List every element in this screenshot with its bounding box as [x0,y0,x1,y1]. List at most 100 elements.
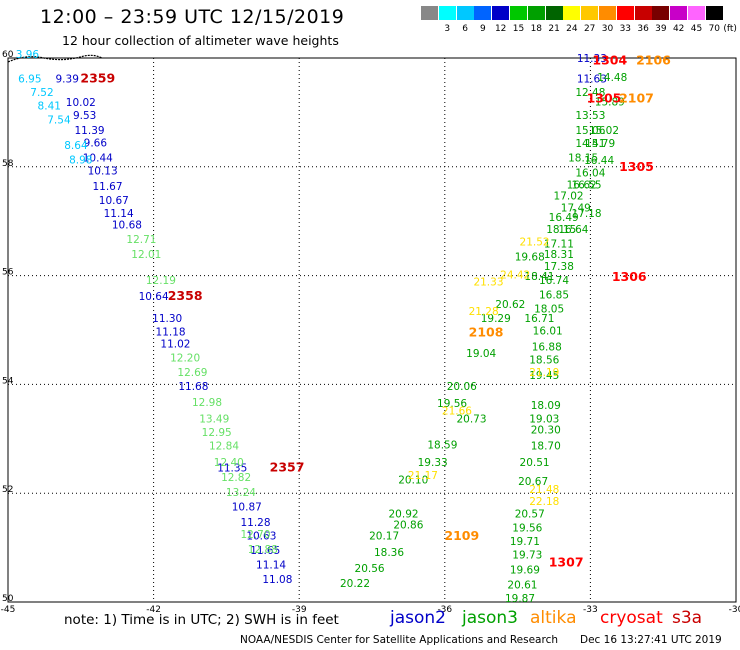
colorbar-swatch [563,6,581,20]
x-tick-label: -45 [1,605,16,615]
wave-height-label: 10.02 [66,97,96,109]
wave-height-label: 20.51 [520,457,550,469]
wave-height-label: 12.82 [221,472,251,484]
colorbar-label: 21 [548,24,560,34]
x-tick-label: -39 [292,605,307,615]
wave-height-label: 20.30 [531,424,561,436]
wave-height-label: 15.89 [595,96,625,108]
wave-height-label: 12.98 [192,397,222,409]
wave-height-label: 8.41 [38,101,61,113]
wave-height-label: 10.87 [232,502,262,514]
wave-height-label: 19.03 [529,413,559,425]
pass-time-label: 2108 [469,325,504,340]
legend-altika: altika [530,608,577,628]
wave-height-label: 17.11 [544,238,574,250]
wave-height-label: 9.53 [73,110,96,122]
wave-height-label: 12.70 [240,529,270,541]
footer-note: note: 1) Time is in UTC; 2) SWH is in fe… [64,612,339,628]
wave-height-label: 16.85 [539,289,569,301]
colorbar-swatch [527,6,545,20]
wave-height-label: 11.14 [104,208,134,220]
wave-height-label: 20.22 [340,578,370,590]
wave-height-label: 13.53 [575,110,605,122]
wave-height-label: 16.88 [532,342,562,354]
wave-height-label: 16.64 [558,224,588,236]
wave-height-label: 13.24 [226,487,256,499]
y-tick-label: 60 [2,50,14,60]
wave-height-label: 19.04 [466,348,496,360]
wave-height-label: 12.84 [209,441,239,453]
wave-height-label: 9.66 [84,138,108,150]
colorbar-swatch [474,6,492,20]
wave-height-label: 11.08 [262,574,292,586]
wave-height-label: 11.02 [160,338,190,350]
wave-height-label: 18.36 [374,547,404,559]
wave-height-label: 21.19 [529,367,559,379]
wave-height-label: 11.14 [256,559,286,571]
wave-height-label: 20.62 [495,299,525,311]
wave-height-label: 12.19 [146,275,176,287]
chart-subtitle: 12 hour collection of altimeter wave hei… [62,33,339,48]
timestamp: Dec 16 13:27:41 UTC 2019 [580,634,722,646]
colorbar-label: 24 [566,24,578,34]
pass-time-label: 2359 [80,70,115,85]
colorbar-swatch [421,6,438,20]
colorbar-label: 45 [690,24,703,34]
wave-height-label: 15.79 [585,138,615,150]
colorbar-swatch [688,6,705,20]
wave-height-label: 12.48 [575,87,605,99]
wave-height-label: 10.44 [83,152,113,164]
wave-height-label: 8.98 [69,155,92,167]
wave-height-label: 17.38 [544,261,574,273]
colorbar-swatch [599,6,616,20]
wave-height-label: 21.66 [442,405,472,417]
y-tick-label: 56 [2,268,14,278]
pass-time-label: 2106 [636,53,671,68]
colorbar-label: 42 [672,24,685,34]
colorbar-swatch [510,6,527,20]
colorbar-label: 6 [462,24,468,34]
wave-height-label: 18.05 [534,304,564,316]
wave-height-label: 20.86 [393,520,423,532]
wave-height-label: 8.64 [64,140,88,152]
wave-height-label: 16.62 [567,180,597,192]
wave-height-label: 13.49 [199,413,229,425]
wave-height-label: 14.48 [597,72,627,84]
wave-height-label: 24.42 [500,269,530,281]
legend-cryosat: cryosat [600,608,663,628]
pass-time-label: 1305 [619,159,654,174]
wave-height-label: 11.33 [577,53,607,65]
colorbar-label: 27 [583,24,596,34]
wave-height-label: 17.18 [571,208,601,220]
wave-height-label: 16.74 [539,275,569,287]
wave-height-label: 11.67 [92,181,122,193]
wave-height-label: 20.67 [518,476,548,488]
gridlines [7,57,737,603]
wave-height-label: 12.20 [170,353,200,365]
wave-height-label: 11.65 [250,545,280,557]
wave-height-label: 15.02 [589,125,619,137]
colorbar-swatch [438,6,456,20]
y-tick-label: 50 [2,594,14,604]
colorbar-label: 36 [637,24,649,34]
wave-height-label: 21.28 [469,306,499,318]
wave-height-label: 19.33 [418,457,448,469]
wave-height-label: 14.41 [575,138,605,150]
colorbar-swatch [652,6,670,20]
wave-height-label: 16.04 [575,168,605,180]
colorbar-swatch [456,6,474,20]
colorbar-label: 12 [494,24,507,34]
wave-height-label: 16.44 [584,155,614,167]
colorbar-swatch [670,6,688,20]
wave-height-label: 18.70 [531,441,561,453]
coastline-segment [7,54,103,63]
pass-time-label: 2357 [270,459,305,474]
wave-height-label: 20.92 [389,509,419,521]
colorbar-label: 70 [708,24,721,34]
wave-height-label: 21.48 [529,484,559,496]
wave-height-label: 12.71 [126,234,156,246]
pass-time-label: 1304 [592,53,627,68]
x-tick-label: -42 [146,605,161,615]
wave-height-label: 16.55 [571,180,601,192]
